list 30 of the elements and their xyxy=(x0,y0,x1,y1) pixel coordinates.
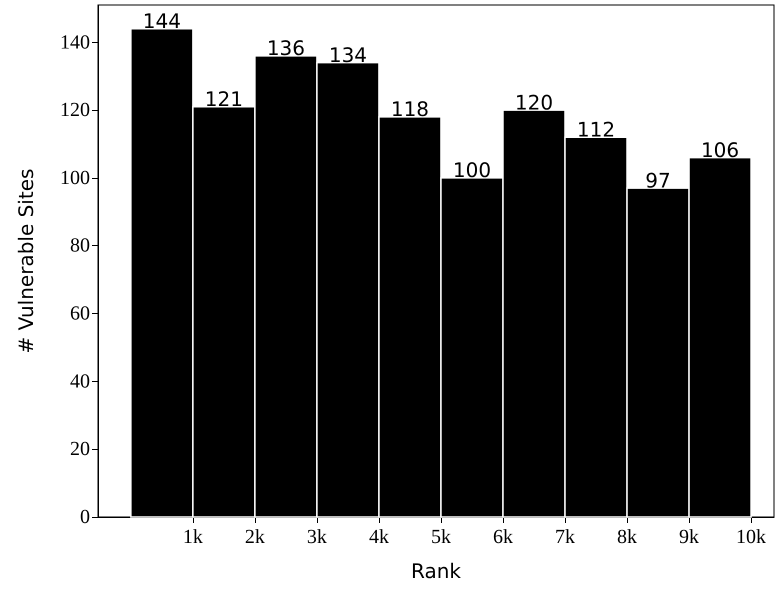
x-tick-label: 9k xyxy=(679,526,700,548)
x-tick-label: 5k xyxy=(430,526,451,548)
x-tick-label: 10k xyxy=(736,526,766,548)
x-tick-label: 3k xyxy=(306,526,327,548)
y-tick-label: 20 xyxy=(70,438,90,460)
y-tick-label: 120 xyxy=(60,99,90,122)
x-tick-label: 1k xyxy=(182,526,203,548)
y-tick-label: 60 xyxy=(70,302,90,325)
data-label: 118 xyxy=(390,97,430,122)
x-tick-label: 7k xyxy=(555,526,575,548)
x-tick-label: 6k xyxy=(492,526,513,548)
x-tick-label: 2k xyxy=(244,526,265,548)
x-axis-title: Rank xyxy=(411,559,462,583)
data-label: 144 xyxy=(142,8,181,33)
data-label: 106 xyxy=(700,138,740,162)
y-tick-label: 80 xyxy=(70,234,90,257)
data-label: 120 xyxy=(514,90,554,114)
x-tick-label: 8k xyxy=(617,526,638,548)
x-tick-label: 4k xyxy=(368,526,389,548)
y-tick-label: 40 xyxy=(70,370,90,392)
y-tick-label: 0 xyxy=(80,506,90,528)
data-label: 136 xyxy=(266,36,306,60)
y-axis-title: # Vulnerable Sites xyxy=(14,168,38,354)
data-label: 134 xyxy=(328,42,368,67)
data-label: 97 xyxy=(645,168,671,192)
y-tick-label: 100 xyxy=(60,166,90,189)
data-label: 121 xyxy=(204,86,243,111)
data-label: 112 xyxy=(576,117,616,142)
data-label: 100 xyxy=(452,158,492,182)
y-tick-label: 140 xyxy=(60,31,90,54)
